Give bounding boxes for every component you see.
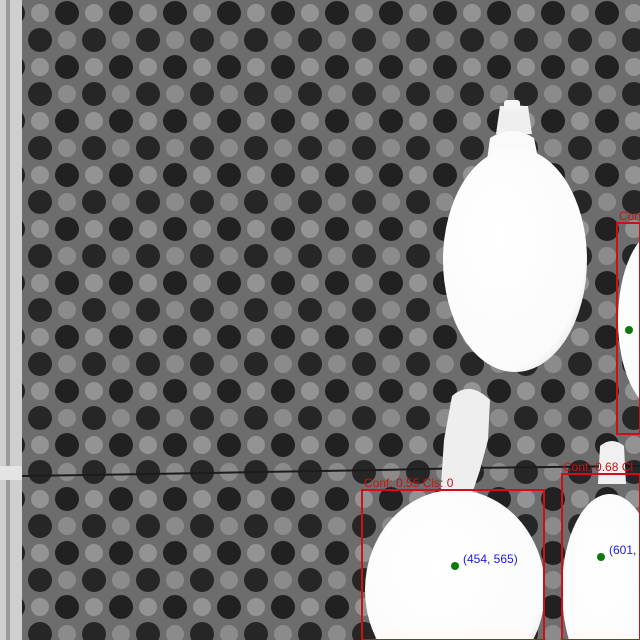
detection-label: Conf: 0.55 Cls: 0 bbox=[364, 476, 454, 490]
foam-seam bbox=[21, 465, 640, 477]
left-rail bbox=[0, 0, 22, 640]
detection-label: Conf: 0.68 Cl bbox=[563, 460, 634, 474]
detection-center-point bbox=[625, 326, 633, 334]
detection-label: Con bbox=[619, 209, 640, 223]
detection-box bbox=[616, 222, 640, 435]
bulb-upper bbox=[443, 100, 587, 372]
detection-coordinates: (454, 565) bbox=[463, 552, 518, 566]
detection-coordinates: (601, bbox=[609, 543, 637, 557]
detection-box bbox=[561, 473, 640, 640]
detection-box bbox=[361, 489, 545, 640]
bulb-right-edge bbox=[618, 240, 640, 400]
detection-center-point bbox=[597, 553, 605, 561]
detection-center-point bbox=[451, 562, 459, 570]
